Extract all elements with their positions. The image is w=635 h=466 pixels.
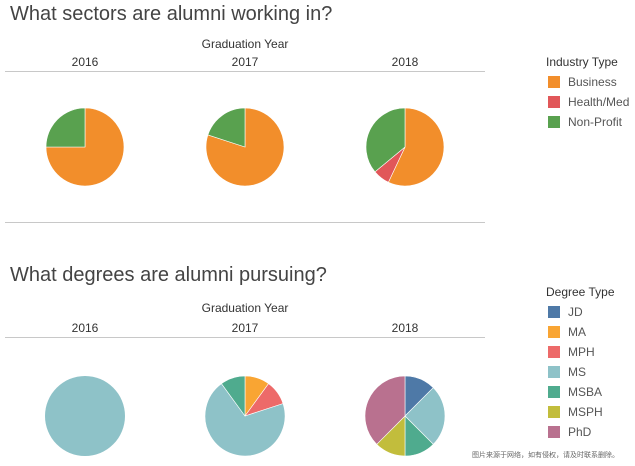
industry-type-2018-slice-business: [387, 107, 445, 187]
legend-swatch-ms: [548, 366, 560, 378]
degree-legend-title: Degree Type: [546, 285, 615, 299]
legend-swatch-jd: [548, 306, 560, 318]
sectors-pie-2017: [205, 107, 285, 187]
degree-type-2018-slice-ms: [404, 387, 446, 445]
degree-legend: JD MA MPH MS MSBA MSPH PhD: [548, 302, 603, 442]
legend-swatch-mph: [548, 346, 560, 358]
legend-item-health-med[interactable]: Health/Med: [548, 92, 629, 112]
degrees-column-group-label: Graduation Year: [201, 301, 289, 315]
legend-item-non-profit[interactable]: Non-Profit: [548, 112, 629, 132]
industry-legend-title: Industry Type: [546, 55, 618, 69]
sectors-year-2016: 2016: [71, 55, 99, 69]
legend-label-mph: MPH: [568, 345, 595, 359]
industry-legend: Business Health/Med Non-Profit: [548, 72, 629, 132]
legend-label-phd: PhD: [568, 425, 592, 439]
legend-swatch-non-profit: [548, 116, 560, 128]
watermark-text: 图片来源于网络，如有侵权，请及时联系删除。: [472, 452, 619, 459]
legend-item-business[interactable]: Business: [548, 72, 629, 92]
legend-item-phd[interactable]: PhD: [548, 422, 603, 442]
legend-item-jd[interactable]: JD: [548, 302, 603, 322]
legend-swatch-ma: [548, 326, 560, 338]
degrees-year-2016: 2016: [71, 321, 99, 335]
legend-swatch-health-med: [548, 96, 560, 108]
degree-type-2018-slice-phd: [364, 375, 406, 445]
degrees-pie-2017: [204, 375, 286, 457]
legend-item-mph[interactable]: MPH: [548, 342, 603, 362]
sectors-chart-title: What sectors are alumni working in?: [10, 3, 333, 25]
legend-label-non-profit: Non-Profit: [568, 115, 623, 129]
legend-item-ms[interactable]: MS: [548, 362, 603, 382]
sectors-year-2017: 2017: [231, 55, 259, 69]
sectors-pie-2018: [365, 107, 445, 187]
industry-type-2016-slice-non-profit: [45, 107, 86, 148]
degree-type-2017-slice-msba: [221, 375, 246, 417]
legend-item-ma[interactable]: MA: [548, 322, 603, 342]
sectors-footer-rule: [5, 222, 485, 223]
legend-label-ms: MS: [568, 365, 586, 379]
degrees-year-2018: 2018: [391, 321, 419, 335]
legend-swatch-msba: [548, 386, 560, 398]
legend-label-ma: MA: [568, 325, 586, 339]
degrees-pie-2016: [45, 376, 125, 456]
degrees-header-rule: [5, 337, 485, 338]
legend-label-jd: JD: [568, 305, 583, 319]
degrees-year-2017: 2017: [231, 321, 259, 335]
legend-label-business: Business: [568, 75, 617, 89]
legend-label-health-med: Health/Med: [568, 95, 630, 109]
degrees-chart-title: What degrees are alumni pursuing?: [10, 264, 327, 286]
degree-type-2017-slice-ms: [204, 383, 286, 457]
degrees-pie-2018: [364, 375, 446, 457]
sectors-year-2018: 2018: [391, 55, 419, 69]
legend-swatch-business: [548, 76, 560, 88]
legend-item-msph[interactable]: MSPH: [548, 402, 603, 422]
legend-swatch-phd: [548, 426, 560, 438]
degree-type-2016-slice-ms: [45, 376, 125, 456]
legend-label-msba: MSBA: [568, 385, 603, 399]
sectors-pie-2016: [45, 107, 125, 187]
legend-swatch-msph: [548, 406, 560, 418]
sectors-header-rule: [5, 71, 485, 72]
legend-item-msba[interactable]: MSBA: [548, 382, 603, 402]
sectors-column-group-label: Graduation Year: [201, 37, 289, 51]
legend-label-msph: MSPH: [568, 405, 603, 419]
industry-type-2018-slice-non-profit: [365, 107, 406, 173]
industry-type-2017-slice-non-profit: [207, 107, 246, 148]
